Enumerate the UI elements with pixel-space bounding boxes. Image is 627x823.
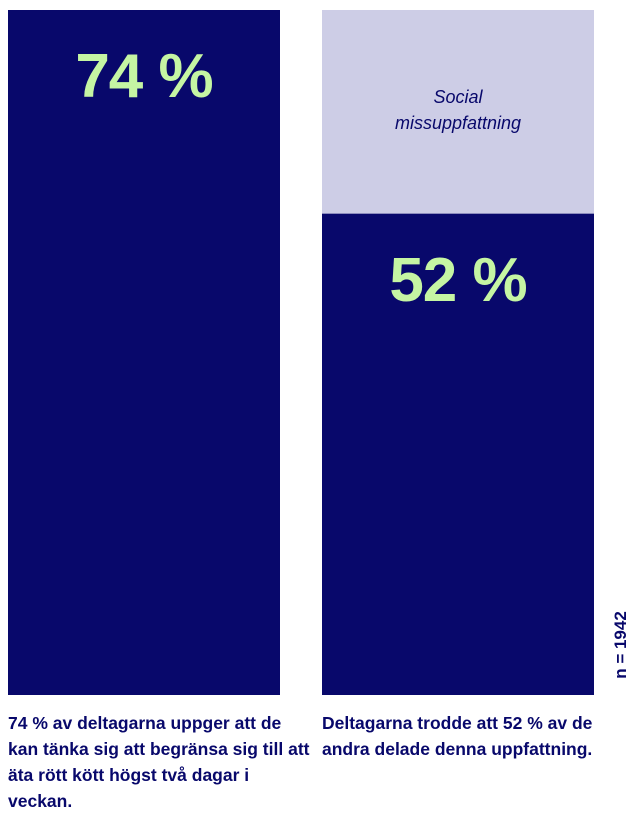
sample-size-note: n = 1942 bbox=[611, 611, 627, 679]
annotation: Social missuppfattning bbox=[394, 86, 522, 133]
bar bbox=[8, 10, 280, 695]
value-label: 74 % bbox=[75, 42, 213, 111]
category-caption: 74 % av deltagarna uppger att de kan tän… bbox=[8, 713, 310, 811]
category-caption: Deltagarna trodde att 52 % av de andra d… bbox=[322, 713, 593, 759]
value-label: 52 % bbox=[389, 245, 527, 315]
bar bbox=[322, 213, 594, 695]
misperception-segment bbox=[322, 10, 594, 214]
